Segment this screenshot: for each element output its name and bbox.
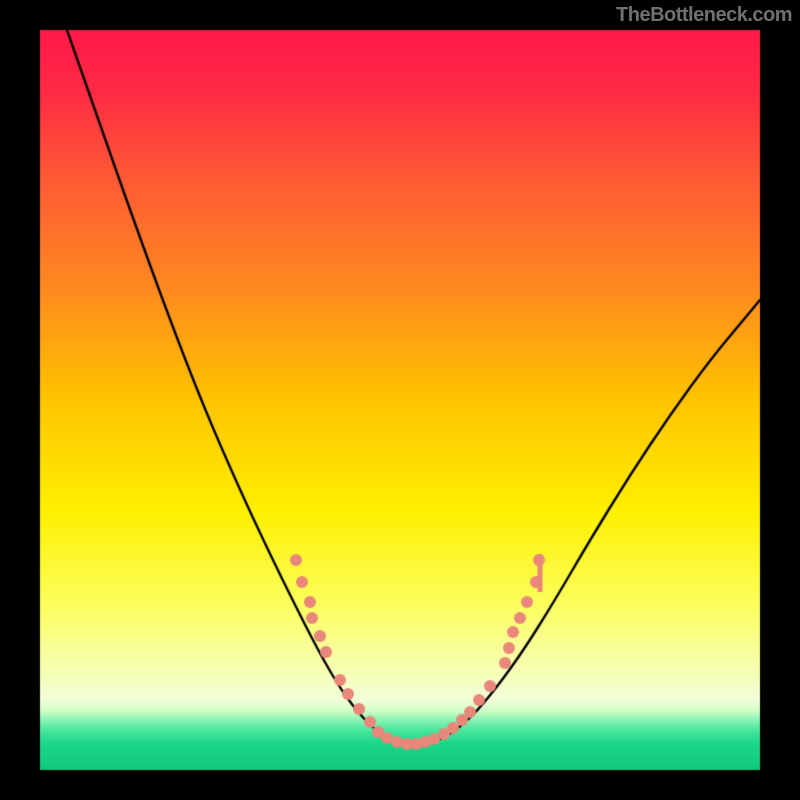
watermark-text: TheBottleneck.com: [616, 4, 792, 27]
bottleneck-chart: [0, 0, 800, 800]
